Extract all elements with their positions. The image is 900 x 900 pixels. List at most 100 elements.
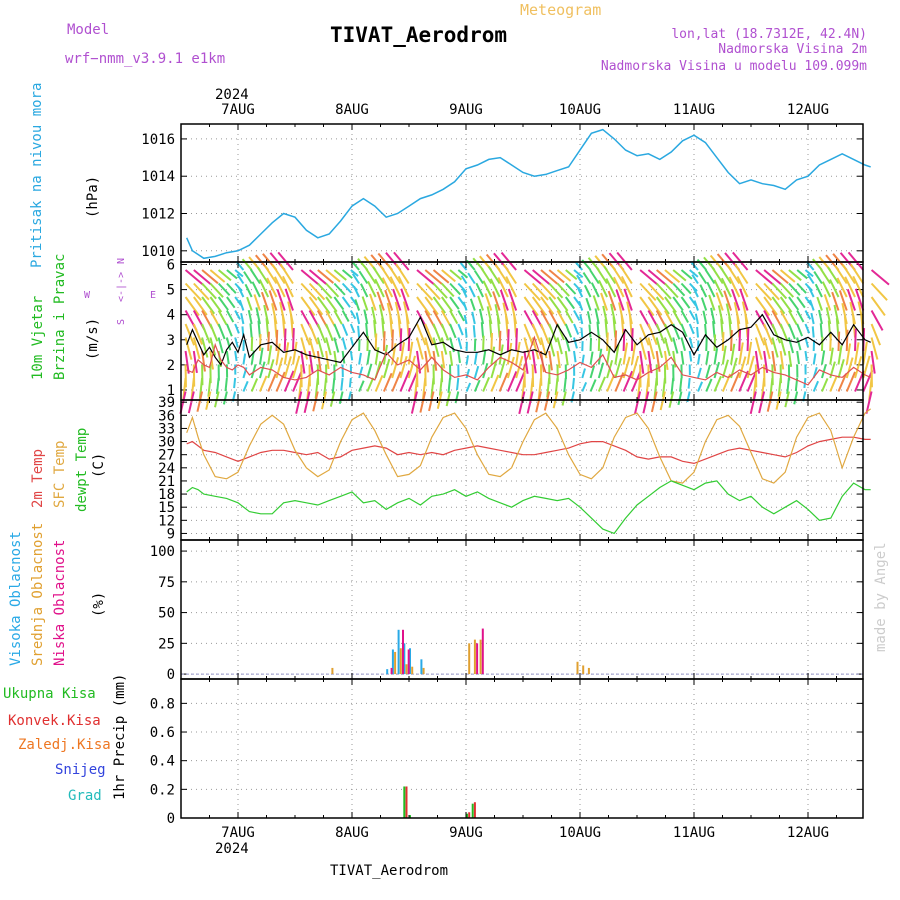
wind-vector [754, 323, 766, 346]
wind-vector [355, 312, 361, 325]
wind-vector [565, 282, 577, 295]
wind-vector [613, 276, 625, 298]
wind-vector [788, 310, 798, 326]
wind-vector [374, 375, 384, 392]
wind-vector [738, 370, 749, 392]
day-label-top: 11AUG [673, 102, 715, 118]
wind-vector [564, 296, 575, 310]
wind-vector [548, 323, 558, 343]
wind-vector [796, 350, 800, 365]
clouds-bar [399, 648, 402, 675]
wind-vector [438, 377, 443, 396]
wind-vector [787, 323, 796, 340]
wind-vector [201, 269, 219, 285]
wind-vector [680, 296, 691, 309]
wind-vector [606, 332, 609, 352]
wind-vector [226, 296, 236, 309]
wind-vector [823, 294, 832, 311]
wind-vector [465, 368, 471, 379]
wind-vector [819, 323, 823, 338]
clouds-bar [403, 643, 406, 675]
wind-vector [341, 269, 353, 279]
y-tick-label: 75 [158, 575, 175, 591]
wind-vector [723, 290, 732, 311]
wind-vector [837, 373, 848, 392]
wind-vector [736, 275, 749, 298]
meteogram-label: Meteogram [520, 1, 601, 19]
wind-vector [812, 380, 819, 392]
wind-vector [829, 333, 832, 352]
wind-vector [379, 264, 394, 285]
wind-vector [391, 357, 400, 379]
wind-vector [489, 278, 501, 298]
wind-vector [473, 379, 481, 392]
wind-vector [363, 309, 369, 325]
wind-vector [381, 277, 394, 298]
wind-vector [317, 282, 333, 300]
wind-vector [672, 310, 683, 326]
wind-vector [258, 279, 270, 298]
wind-vector [416, 269, 435, 286]
wind-vector [564, 350, 569, 366]
wind-vector [416, 323, 427, 346]
wind-vector [531, 282, 549, 301]
wind-vector [264, 265, 278, 285]
wind-vector [341, 310, 350, 322]
wind-vector [655, 323, 666, 344]
wind-vector [556, 269, 572, 282]
wind-vector [279, 263, 294, 285]
year-top: 2024 [215, 87, 249, 103]
clouds-bar [422, 667, 425, 675]
precip-legend: Ukupna Kisa Konvek.Kisa Zaledj.Kisa Snij… [3, 674, 128, 804]
elevation-label: Nadmorska Visina 2m [718, 42, 867, 57]
wind-vector [274, 276, 286, 298]
wind-vector [730, 371, 741, 392]
wind-vector [217, 310, 228, 326]
wind-vector [865, 391, 873, 414]
wind-vector [399, 328, 403, 352]
wind-vector [419, 391, 427, 413]
wind-vector [323, 377, 328, 397]
wind-vector [779, 323, 789, 342]
wind-vector [308, 282, 326, 301]
clouds-panel: 0 25 50 75 100 [150, 539, 864, 683]
wind-vector [236, 273, 245, 285]
wind-vector [620, 276, 633, 298]
credit-label: made by Angel [873, 542, 889, 652]
wind-vector [708, 294, 716, 311]
wind-vector [721, 331, 725, 352]
y-tick-label: 0.8 [150, 696, 175, 712]
wind-vector [215, 377, 220, 395]
wind-vector [692, 287, 699, 298]
wind-vector [184, 350, 190, 374]
wind-vector [358, 380, 365, 392]
wind-vector [317, 269, 335, 284]
day-label-top: 12AUG [787, 102, 829, 118]
wind-vector [554, 377, 559, 396]
wind-vector [661, 377, 666, 398]
wind-vector [854, 328, 857, 352]
wind-vector [303, 391, 311, 414]
wind-vector [484, 293, 493, 311]
day-label-top: 9AUG [449, 102, 483, 118]
wind-vector [333, 269, 347, 281]
wind-vector [349, 337, 355, 347]
wind-vector [369, 293, 377, 311]
wind-vector [276, 288, 286, 311]
wind-vector [354, 299, 361, 311]
wind-vector [515, 370, 526, 392]
wind-vector [308, 350, 314, 373]
wind-vector [754, 337, 763, 360]
wind-vector [225, 323, 233, 337]
wind-vector [292, 355, 301, 379]
wind-vector [614, 330, 618, 352]
wind-vector [570, 391, 575, 403]
day-label-bottom: 10AUG [559, 825, 601, 841]
compass-west: W [84, 290, 91, 301]
wind-vector [779, 337, 787, 356]
wind-vector [804, 269, 814, 278]
wind-vector [588, 324, 592, 338]
wind-vector [713, 348, 719, 365]
wind-vector [726, 264, 741, 285]
cloud-ylabel: Visoka Oblacnost Srednja Oblacnost Niska… [8, 523, 107, 666]
